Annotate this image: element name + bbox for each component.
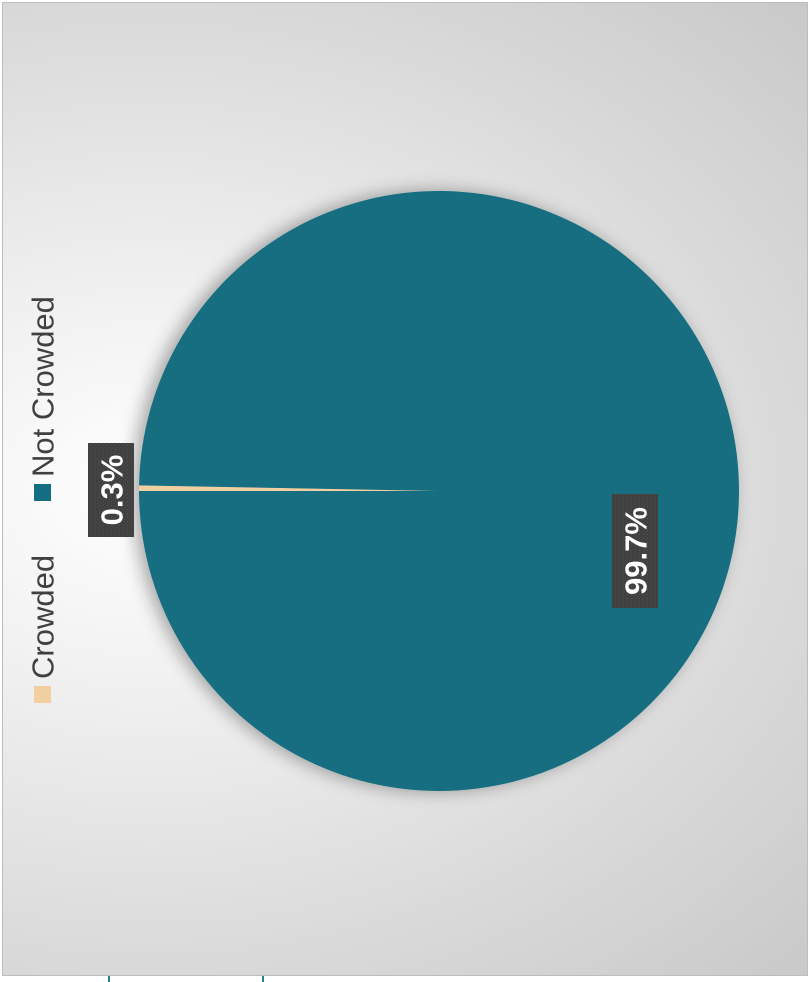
pie-slice-crowded	[139, 485, 439, 491]
data-label-not-crowded-text: 99.7%	[619, 507, 654, 595]
data-labels: 0.3% 99.7%	[88, 443, 658, 608]
legend-label-crowded: Crowded	[26, 555, 61, 679]
data-label-not-crowded-box	[612, 494, 658, 608]
legend-swatch-crowded	[34, 686, 51, 703]
pie-chart: Crowded Not Crowded 0.3% 99.7%	[26, 191, 740, 792]
pie-slice-not-crowded	[139, 191, 740, 792]
data-label-not-crowded: 99.7%	[612, 494, 658, 608]
legend-entry-crowded: Crowded	[26, 555, 61, 703]
legend-label-not-crowded: Not Crowded	[26, 296, 61, 477]
data-label-crowded-text: 0.3%	[95, 455, 130, 526]
pie-slices	[139, 191, 740, 792]
legend: Crowded Not Crowded	[26, 296, 61, 703]
data-label-crowded-box	[88, 443, 134, 537]
legend-entry-not-crowded: Not Crowded	[26, 296, 61, 501]
legend-swatch-not-crowded	[34, 484, 51, 501]
bottom-edge-artifacts	[108, 976, 264, 982]
data-label-crowded: 0.3%	[88, 443, 134, 537]
